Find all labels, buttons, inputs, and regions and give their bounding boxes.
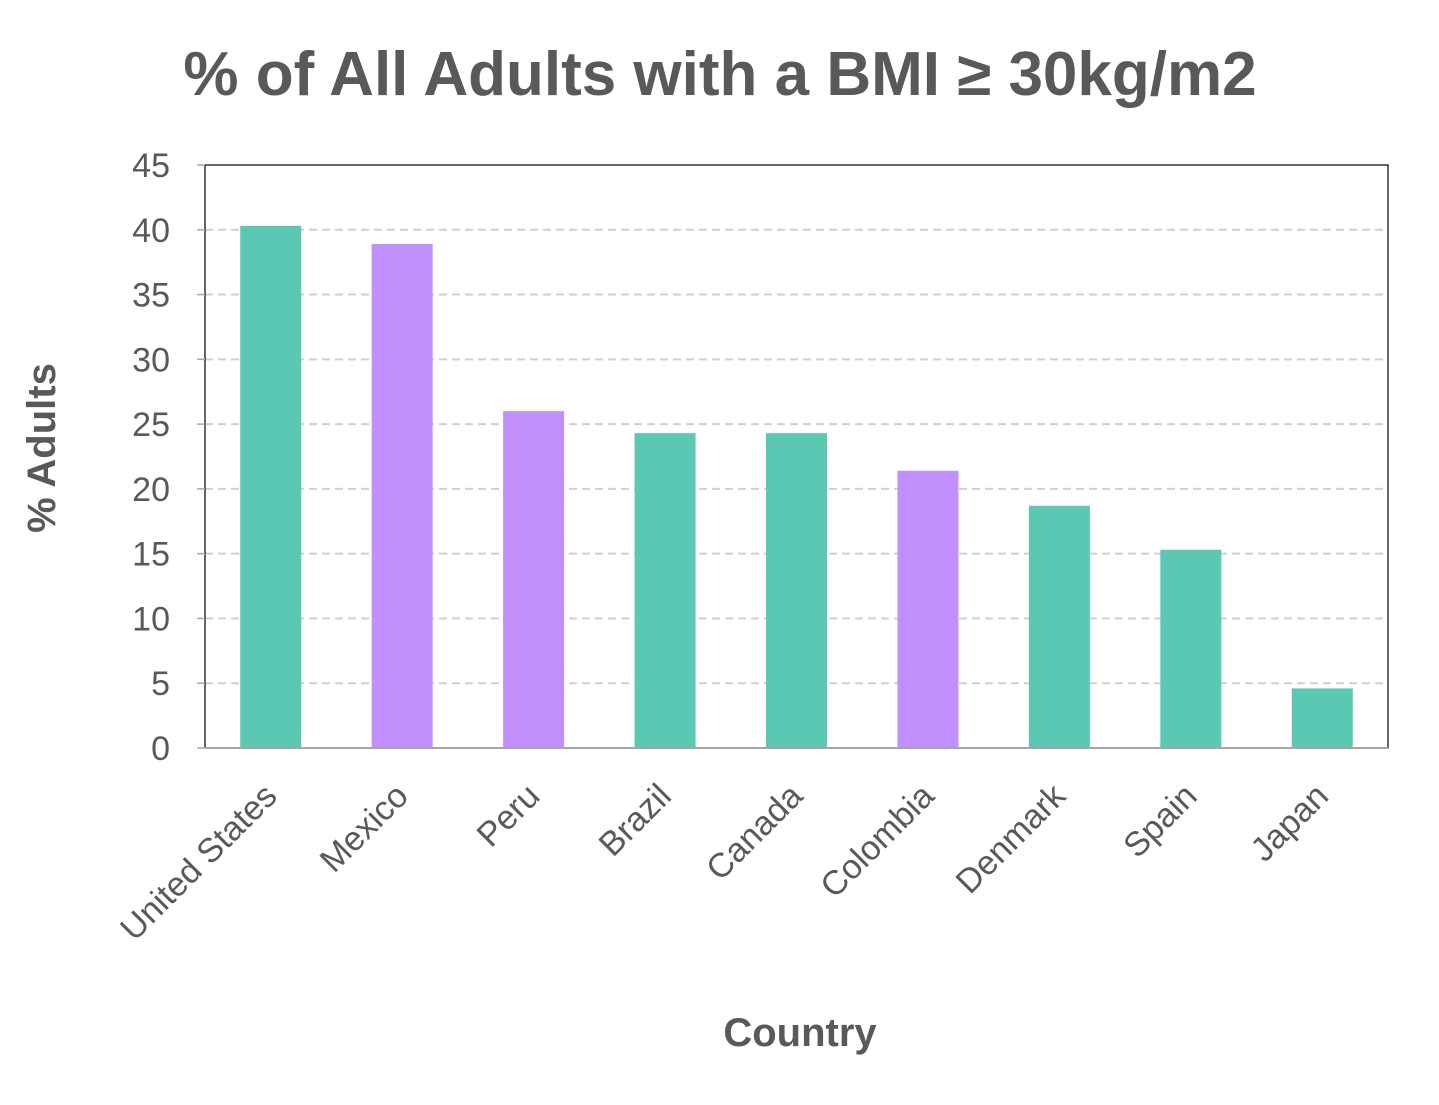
y-tick-label: 40 — [132, 212, 170, 250]
y-tick-label: 0 — [151, 730, 170, 768]
x-tick-label: Mexico — [313, 777, 416, 880]
bar-japan — [1291, 688, 1353, 748]
bar-colombia — [897, 470, 959, 748]
x-tick-label: Japan — [1244, 777, 1336, 869]
bar-brazil — [634, 433, 696, 748]
y-axis-ticks: 0 5 10 15 20 25 30 35 40 45 — [132, 147, 205, 768]
x-axis-ticks: United States Mexico Peru Brazil Canada Colom… — [113, 776, 1336, 948]
bar-spain — [1160, 549, 1222, 748]
x-tick-label: United States — [113, 777, 284, 948]
y-tick-label: 45 — [132, 147, 170, 185]
y-tick-label: 10 — [132, 600, 170, 638]
bar-canada — [766, 433, 827, 748]
y-tick-label: 15 — [132, 536, 170, 574]
y-tick-label: 5 — [151, 665, 170, 703]
x-axis-title: Country — [723, 1011, 877, 1055]
chart-title: % of All Adults with a BMI ≥ 30kg/m2 — [183, 40, 1256, 109]
x-tick-label: Denmark — [949, 776, 1074, 901]
y-tick-label: 35 — [132, 277, 170, 315]
x-tick-label: Brazil — [592, 777, 679, 864]
x-tick-label: Colombia — [813, 777, 941, 905]
bar-denmark — [1028, 505, 1090, 748]
y-tick-label: 20 — [132, 471, 170, 509]
bar-mexico — [371, 244, 433, 749]
bars — [240, 225, 1353, 749]
y-tick-label: 30 — [132, 341, 170, 379]
bar-united-states — [240, 225, 302, 748]
x-tick-label: Canada — [699, 777, 810, 888]
bar-peru — [503, 411, 565, 748]
y-axis-title: % Adults — [20, 363, 64, 533]
x-tick-label: Spain — [1116, 777, 1204, 865]
y-tick-label: 25 — [132, 406, 170, 444]
x-tick-label: Peru — [470, 777, 548, 855]
